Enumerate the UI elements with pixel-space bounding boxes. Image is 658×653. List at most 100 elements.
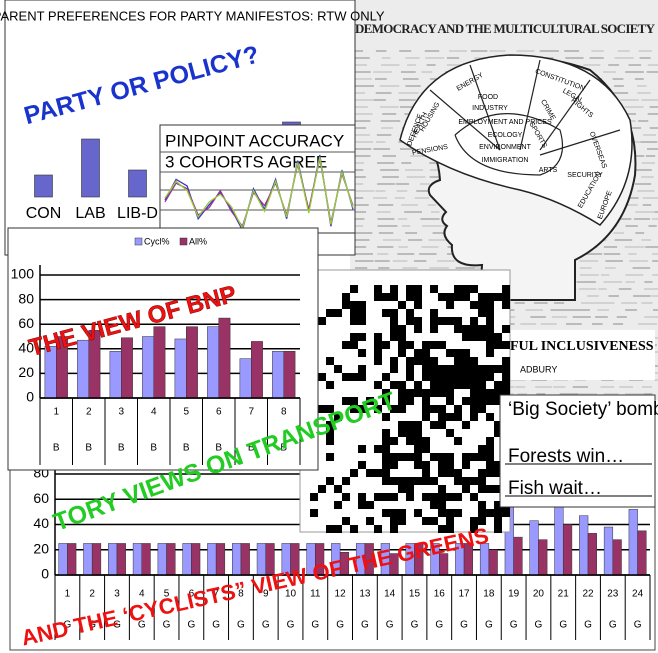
print-line (603, 281, 622, 283)
bar (158, 543, 167, 575)
pixel (470, 373, 478, 381)
print-line (583, 64, 600, 66)
pixel (454, 325, 462, 333)
x-tick-sublabel: G (163, 620, 171, 631)
bar (232, 543, 241, 575)
print-line (643, 134, 656, 136)
pixel (486, 333, 494, 341)
print-line (635, 183, 651, 185)
pixel (470, 357, 478, 365)
pixel (462, 325, 470, 333)
x-tick-label: 3 (118, 407, 124, 418)
pixel (310, 493, 318, 501)
print-line (377, 211, 391, 213)
pixel (390, 493, 398, 501)
pixel (438, 421, 446, 429)
x-tick-sublabel: G (634, 620, 642, 631)
pixel (454, 365, 462, 373)
pixel (422, 437, 430, 445)
bar (613, 540, 622, 575)
pixel (470, 333, 478, 341)
bar (110, 351, 121, 398)
x-tick-label: 20 (533, 589, 545, 600)
x-tick-label: LIB-D (117, 205, 158, 222)
pixel (446, 381, 454, 389)
pixel (342, 373, 350, 381)
pixel (446, 373, 454, 381)
x-tick-sublabel: G (435, 620, 443, 631)
print-line (376, 92, 392, 94)
pixel (438, 485, 446, 493)
print-line (635, 78, 644, 80)
bar (251, 341, 262, 398)
collage: DEMOCRACY AND THE MULTICULTURAL SOCIETYE… (0, 0, 658, 653)
pixel (446, 429, 454, 437)
pixel (454, 381, 462, 389)
print-line (377, 183, 395, 185)
pixel (470, 493, 478, 501)
print-line (380, 169, 399, 171)
pixel (390, 517, 398, 525)
print-line (355, 155, 370, 157)
legend-label: All% (189, 236, 207, 246)
print-line (401, 204, 418, 206)
pixel (486, 461, 494, 469)
pixel (350, 333, 358, 341)
print-line (373, 197, 387, 199)
pixel (430, 389, 438, 397)
print-line (625, 246, 645, 248)
pixel (374, 493, 382, 501)
pixel (382, 493, 390, 501)
pixel (446, 301, 454, 309)
pixel (382, 445, 390, 453)
pixel (478, 309, 486, 317)
pixel (486, 293, 494, 301)
print-line (380, 106, 399, 108)
bar (629, 509, 638, 575)
pixel (502, 365, 510, 373)
print-line (429, 239, 447, 241)
pixel (414, 325, 422, 333)
pixel (390, 293, 398, 301)
pixel (398, 453, 406, 461)
chart-subtitle: 3 COHORTS AGREE (165, 152, 327, 171)
pixel (326, 357, 334, 365)
y-tick-label: 80 (18, 290, 34, 306)
pixel (438, 317, 446, 325)
pixel (430, 373, 438, 381)
pixel (398, 349, 406, 357)
print-line (383, 239, 401, 241)
pixel (406, 453, 414, 461)
pixel (358, 333, 366, 341)
print-line (628, 253, 636, 255)
x-tick-sublabel: G (510, 620, 518, 631)
pixel (398, 477, 406, 485)
print-line (355, 197, 363, 199)
pixel (470, 405, 478, 413)
print-line (381, 127, 393, 129)
pixel (462, 349, 470, 357)
print-line (617, 316, 627, 318)
print-line (652, 218, 658, 220)
pixel (398, 517, 406, 525)
pixel (374, 525, 382, 533)
print-line (566, 323, 582, 325)
print-line (397, 190, 407, 192)
bar (514, 537, 523, 575)
pixel (350, 525, 358, 533)
pixel (486, 413, 494, 421)
print-line (420, 218, 439, 220)
pixel (414, 445, 422, 453)
legend-swatch (180, 238, 187, 245)
pixel (398, 333, 406, 341)
pixel (454, 469, 462, 477)
pixel (462, 397, 470, 405)
pixel (326, 477, 334, 485)
pixel (494, 509, 502, 517)
pixel (486, 397, 494, 405)
pixel (502, 341, 510, 349)
print-line (398, 218, 407, 220)
pixel (414, 381, 422, 389)
pixel (430, 517, 438, 525)
x-tick-sublabel: G (237, 620, 245, 631)
